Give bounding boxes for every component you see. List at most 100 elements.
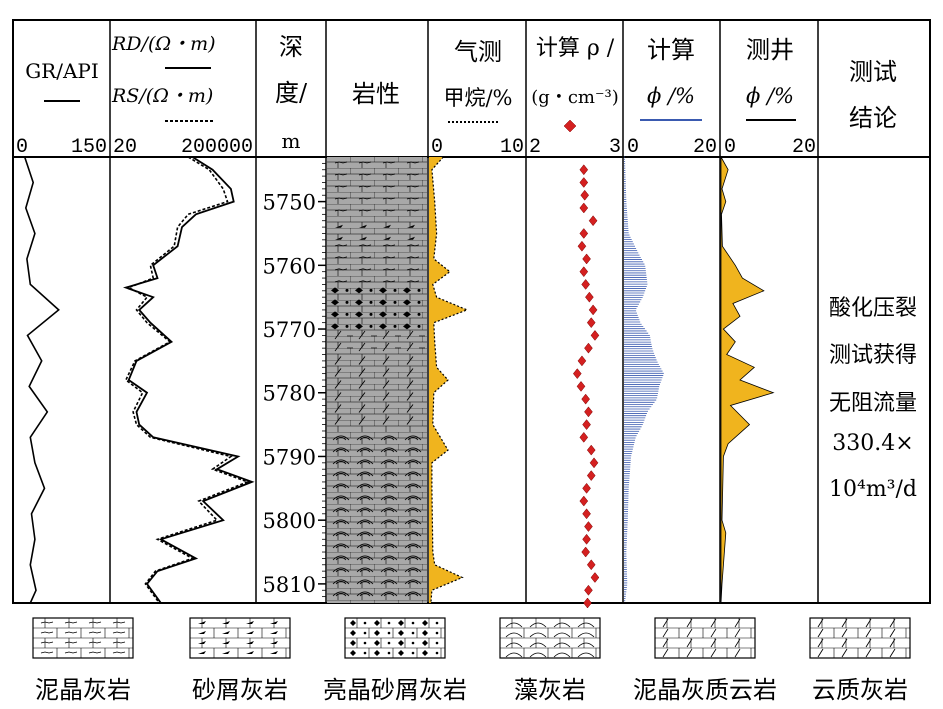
- sand-grain-mark: [222, 631, 230, 634]
- sparry-mark: [355, 299, 363, 306]
- mud-mark: [382, 185, 396, 188]
- mud-mark: [382, 280, 396, 283]
- depth-track: 5750 5760 5770 5780 5790 5800 5810: [263, 156, 326, 604]
- conclusion-line: 10⁴m³/d: [829, 477, 917, 502]
- mud-mark: [88, 641, 102, 644]
- mud-mark: [40, 631, 54, 634]
- algal-mark: [577, 652, 595, 658]
- dot-mark: [387, 631, 391, 635]
- mud-mark: [88, 631, 102, 634]
- resistivity-track: [122, 156, 255, 604]
- mud-mark: [112, 651, 126, 654]
- sand-grain-mark: [222, 651, 230, 654]
- mud-mark: [334, 173, 348, 176]
- dolo-mark: [406, 368, 414, 377]
- rho-point: [582, 482, 591, 494]
- algal-mark: [380, 531, 398, 537]
- dolo-mark: [358, 368, 366, 377]
- lithology-interval: [335, 224, 415, 240]
- sand-grain-mark: [270, 651, 278, 654]
- mud-mark: [334, 161, 348, 164]
- dolo-mark: [865, 648, 872, 658]
- sand-grain-mark: [335, 224, 343, 228]
- calc-dolo-mark: [734, 618, 741, 628]
- algal-mark: [577, 622, 595, 628]
- mud-mark: [382, 256, 396, 259]
- sparry-mark: [355, 287, 363, 294]
- dolo-mark: [334, 356, 342, 365]
- mud-mark: [382, 173, 396, 176]
- dot-mark: [369, 288, 373, 292]
- calc-dolo-mark: [710, 628, 717, 638]
- dot-mark: [363, 621, 367, 625]
- phic-header-line2: ϕ /%: [647, 84, 695, 108]
- mud-mark: [334, 256, 348, 259]
- dolo-mark: [406, 380, 414, 389]
- dolo-mark: [817, 648, 824, 658]
- depth-label: 5760: [263, 254, 316, 278]
- algal-mark: [356, 579, 374, 585]
- lithology-interval: [334, 356, 414, 425]
- depth-header-line1: 深: [279, 33, 303, 61]
- dot-mark: [417, 312, 421, 316]
- dolo-mark: [358, 380, 366, 389]
- res-scale-max: 200000: [181, 136, 253, 159]
- dolo-mark: [382, 416, 390, 425]
- dolo-mark: [382, 380, 390, 389]
- mud-mark: [358, 244, 372, 247]
- rho-point: [590, 329, 600, 341]
- dolo-mark: [841, 628, 848, 638]
- sand-grain-mark: [383, 224, 391, 228]
- algal-mark: [356, 447, 374, 453]
- phic-header-line1: 计算: [647, 36, 695, 64]
- depth-label: 5810: [263, 573, 316, 597]
- sand-grain-mark: [222, 621, 230, 624]
- legend-label: 砂屑灰岩: [192, 676, 288, 704]
- dot-mark: [369, 324, 373, 328]
- conclusion-line: 酸化压裂: [829, 296, 917, 321]
- mud-mark: [334, 244, 348, 247]
- gr-scale-min: 0: [16, 136, 28, 159]
- phic-scale-max: 20: [693, 136, 717, 159]
- algal-mark: [356, 471, 374, 477]
- algal-mark: [356, 567, 374, 573]
- algal-mark: [332, 591, 350, 597]
- depth-label: 5780: [263, 382, 316, 406]
- sand-grain-mark: [270, 621, 278, 624]
- algal-mark: [380, 435, 398, 441]
- algal-mark: [404, 495, 422, 501]
- conclusion-line: 无阻流量: [829, 391, 917, 416]
- mud-mark: [112, 641, 126, 644]
- depth-header-line3: m: [282, 129, 301, 153]
- mud-mark: [334, 185, 348, 188]
- dot-mark: [393, 324, 397, 328]
- dolo-mark: [382, 368, 390, 377]
- mud-mark: [40, 651, 54, 654]
- gas-scale-max: 10: [500, 136, 524, 159]
- rho-point: [581, 546, 590, 558]
- algal-mark: [332, 531, 350, 537]
- frame-border: [12, 19, 931, 604]
- phil-header-line1: 测井: [746, 36, 794, 64]
- calc-dolo-mark: [710, 638, 717, 648]
- sand-grain-mark: [407, 224, 415, 228]
- dot-mark: [393, 288, 397, 292]
- dolo-mark: [334, 380, 342, 389]
- algal-mark: [356, 435, 374, 441]
- dolo-mark: [334, 404, 342, 413]
- algal-mark: [380, 471, 398, 477]
- legend-item: 藻灰岩: [499, 617, 601, 704]
- sparry-mark: [374, 650, 380, 656]
- mud-mark: [382, 268, 396, 271]
- sparry-mark: [355, 323, 363, 330]
- rho-legend-marker: [563, 119, 577, 133]
- mud-mark: [358, 256, 372, 259]
- sparry-mark: [379, 299, 387, 306]
- calc-dolo-mark: [334, 342, 353, 352]
- dot-mark: [345, 312, 349, 316]
- dot-mark: [387, 621, 391, 625]
- sparry-mark: [422, 620, 428, 626]
- dot-mark: [363, 641, 367, 645]
- algal-mark: [332, 435, 350, 441]
- dot-mark: [345, 300, 349, 304]
